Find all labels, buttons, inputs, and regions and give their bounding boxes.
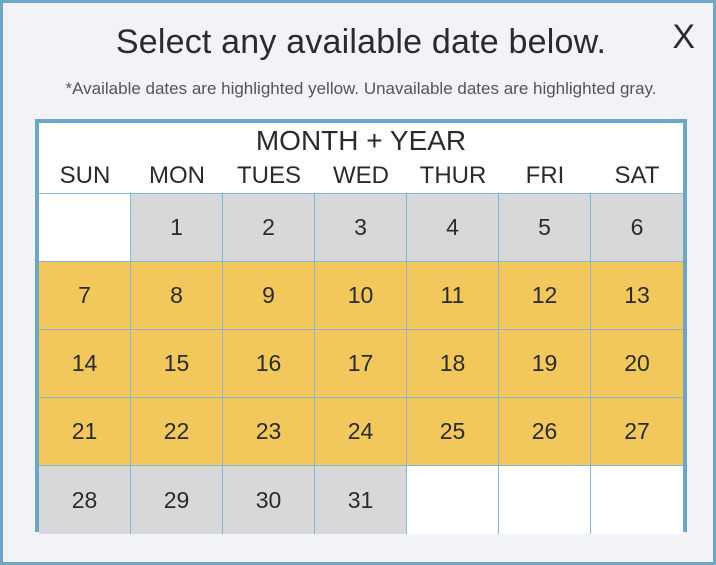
calendar-day-28: 28 (39, 466, 131, 534)
close-button[interactable]: X (672, 18, 695, 56)
calendar-day-17[interactable]: 17 (315, 330, 407, 398)
calendar-day-10[interactable]: 10 (315, 262, 407, 330)
dialog-instructions: *Available dates are highlighted yellow.… (65, 79, 657, 98)
calendar-day-16[interactable]: 16 (223, 330, 315, 398)
calendar-day-19[interactable]: 19 (499, 330, 591, 398)
calendar-day-27[interactable]: 27 (591, 398, 683, 466)
calendar-day-grid: 1 2 3 4 5 6 7 8 9 10 11 12 13 14 15 16 17 18 19 20 21 22 23 24 2… (39, 193, 683, 534)
calendar-empty-cell (499, 466, 591, 534)
weekday-tues: TUES (236, 162, 301, 189)
calendar-day-30: 30 (223, 466, 315, 534)
calendar-day-29: 29 (131, 466, 223, 534)
calendar-day-5: 5 (499, 194, 591, 262)
calendar-day-13[interactable]: 13 (591, 262, 683, 330)
calendar-day-3: 3 (315, 194, 407, 262)
calendar-day-14[interactable]: 14 (39, 330, 131, 398)
calendar-day-6: 6 (591, 194, 683, 262)
calendar-day-11[interactable]: 11 (407, 262, 499, 330)
calendar-day-26[interactable]: 26 (499, 398, 591, 466)
calendar: MONTH + YEAR SUN MON TUES WED THUR FRI S… (35, 119, 687, 534)
weekday-header-row: SUN MON TUES WED THUR FRI SAT (39, 158, 683, 193)
calendar-day-21[interactable]: 21 (39, 398, 131, 466)
weekday-mon: MON (149, 162, 205, 189)
calendar-day-23[interactable]: 23 (223, 398, 315, 466)
calendar-day-2: 2 (223, 194, 315, 262)
calendar-day-18[interactable]: 18 (407, 330, 499, 398)
calendar-day-12[interactable]: 12 (499, 262, 591, 330)
dialog-title: Select any available date below. (115, 23, 607, 61)
weekday-fri: FRI (525, 162, 565, 189)
calendar-day-15[interactable]: 15 (131, 330, 223, 398)
weekday-sun: SUN (59, 162, 111, 189)
calendar-day-7[interactable]: 7 (39, 262, 131, 330)
calendar-day-9[interactable]: 9 (223, 262, 315, 330)
calendar-empty-cell (407, 466, 499, 534)
calendar-day-4: 4 (407, 194, 499, 262)
calendar-day-25[interactable]: 25 (407, 398, 499, 466)
calendar-day-20[interactable]: 20 (591, 330, 683, 398)
calendar-empty-cell (591, 466, 683, 534)
calendar-day-24[interactable]: 24 (315, 398, 407, 466)
weekday-sat: SAT (614, 162, 660, 189)
calendar-month-year: MONTH + YEAR (255, 125, 467, 156)
calendar-day-31: 31 (315, 466, 407, 534)
weekday-thur: THUR (419, 162, 487, 189)
calendar-day-1: 1 (131, 194, 223, 262)
weekday-wed: WED (333, 162, 389, 189)
calendar-empty-cell (39, 194, 131, 262)
calendar-day-8[interactable]: 8 (131, 262, 223, 330)
calendar-day-22[interactable]: 22 (131, 398, 223, 466)
